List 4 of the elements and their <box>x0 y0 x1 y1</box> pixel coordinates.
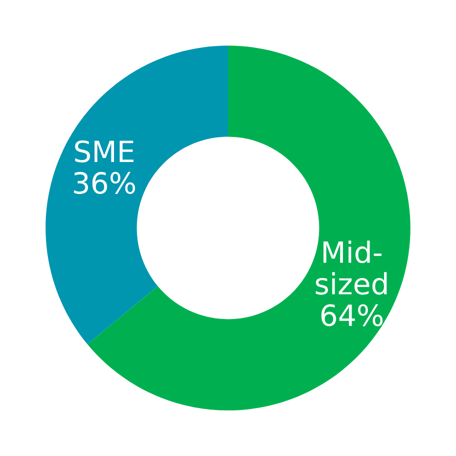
slice-label: Mid- sized <box>316 240 387 295</box>
data-label: 36% <box>74 172 136 194</box>
slice-label: SME <box>75 140 134 162</box>
data-label: 64% <box>321 304 383 326</box>
